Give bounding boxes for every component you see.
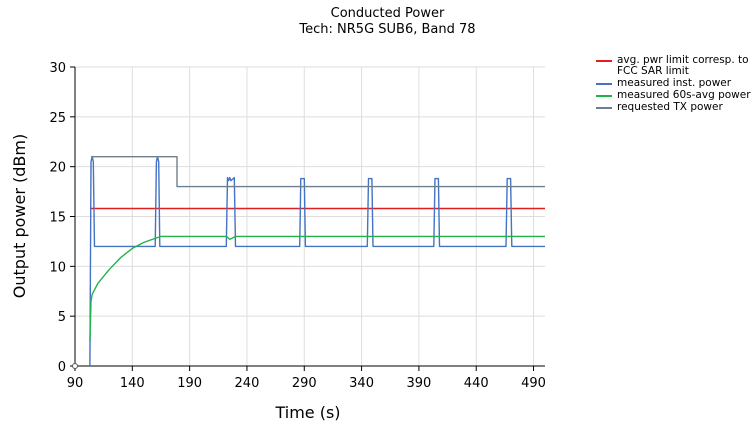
legend-label: requested TX power — [617, 101, 723, 113]
x-tick-label: 340 — [349, 376, 374, 391]
y-tick-label: 15 — [49, 211, 66, 226]
y-tick-label: 5 — [58, 310, 66, 325]
legend-item: requested TX power — [596, 102, 754, 113]
series-line-2 — [89, 235, 545, 342]
x-tick-label: 440 — [464, 376, 489, 391]
legend-label: avg. pwr limit corresp. to FCC SAR limit — [617, 54, 749, 77]
y-tick-label: 10 — [49, 260, 66, 275]
chart-title: Conducted Power — [330, 6, 445, 21]
y-tick-label: 20 — [49, 161, 66, 176]
series-line-3 — [91, 155, 545, 188]
origin-marker — [72, 363, 78, 369]
y-axis-label: Output power (dBm) — [10, 134, 29, 298]
plot-area — [72, 155, 545, 369]
x-tick-label: 290 — [292, 376, 317, 391]
y-tick-label: 25 — [49, 111, 66, 126]
x-tick-label: 90 — [67, 376, 84, 391]
axes — [70, 66, 545, 371]
legend-label: measured 60s-avg power — [617, 89, 751, 101]
x-tick-label: 240 — [235, 376, 260, 391]
y-tick-label: 30 — [49, 61, 66, 76]
y-tick-label: 0 — [58, 360, 66, 375]
legend-swatch — [596, 95, 612, 97]
grid — [75, 66, 545, 366]
legend-item: measured 60s-avg power — [596, 90, 754, 101]
series-line-1 — [89, 155, 545, 367]
x-tick-label: 140 — [120, 376, 145, 391]
x-tick-label: 490 — [521, 376, 546, 391]
legend-swatch — [596, 60, 612, 62]
legend-item: avg. pwr limit corresp. to FCC SAR limit — [596, 55, 754, 77]
legend-label: measured inst. power — [617, 77, 732, 89]
legend-swatch — [596, 83, 612, 85]
legend-item: measured inst. power — [596, 78, 754, 89]
x-axis-label: Time (s) — [274, 403, 340, 422]
chart-subtitle: Tech: NR5G SUB6, Band 78 — [299, 22, 476, 37]
legend-swatch — [596, 107, 612, 109]
legend: avg. pwr limit corresp. to FCC SAR limit… — [596, 55, 754, 114]
tick-labels: 90 140 190 240 290 340 390 440 490 0 5 10 15 20 25 30 — [49, 61, 545, 391]
x-tick-label: 390 — [406, 376, 431, 391]
x-tick-label: 190 — [177, 376, 202, 391]
